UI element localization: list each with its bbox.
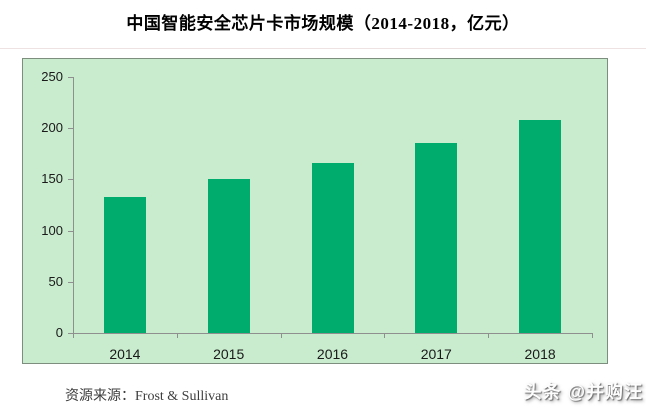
watermark-text: 头条 @并购汪 — [523, 382, 643, 402]
y-tick-label: 250 — [41, 69, 63, 84]
x-tick-mark — [280, 334, 282, 338]
y-tick-mark — [68, 179, 73, 181]
x-tick-mark — [592, 334, 593, 338]
y-tick-mark — [68, 77, 73, 78]
x-tick-mark — [176, 334, 178, 338]
y-tick-mark — [68, 128, 73, 130]
source-caption: 资源来源：Frost & Sullivan — [65, 389, 229, 404]
x-axis-line — [73, 333, 593, 334]
separator-line — [0, 48, 646, 49]
y-tick-mark — [68, 281, 73, 283]
x-tick-mark — [384, 334, 386, 338]
y-tick-label: 50 — [48, 273, 63, 289]
x-tick-mark — [73, 334, 74, 338]
chart-area: 0 50 100 150 200 250 2014 2015 2016 2017 2018 — [22, 58, 608, 364]
x-category-label: 2018 — [524, 346, 556, 362]
x-tick-mark — [488, 334, 490, 338]
y-axis-line — [73, 77, 74, 333]
y-tick-mark — [68, 333, 73, 334]
y-tick-label: 100 — [41, 222, 63, 238]
x-category-label: 2017 — [420, 346, 452, 362]
bar-2016 — [311, 163, 354, 333]
y-tick-label: 0 — [55, 325, 63, 340]
y-tick-label: 200 — [41, 120, 63, 136]
y-tick-mark — [68, 230, 73, 232]
x-category-label: 2014 — [109, 346, 141, 362]
bar-2018 — [519, 120, 562, 333]
x-category-label: 2015 — [213, 346, 245, 362]
chart-title: 中国智能安全芯片卡市场规模（2014-2018，亿元） — [126, 14, 520, 33]
bar-2017 — [415, 142, 458, 333]
x-category-label: 2016 — [316, 346, 349, 362]
bar-2015 — [207, 179, 250, 333]
y-tick-label: 150 — [41, 171, 63, 187]
bar-2014 — [103, 196, 146, 333]
